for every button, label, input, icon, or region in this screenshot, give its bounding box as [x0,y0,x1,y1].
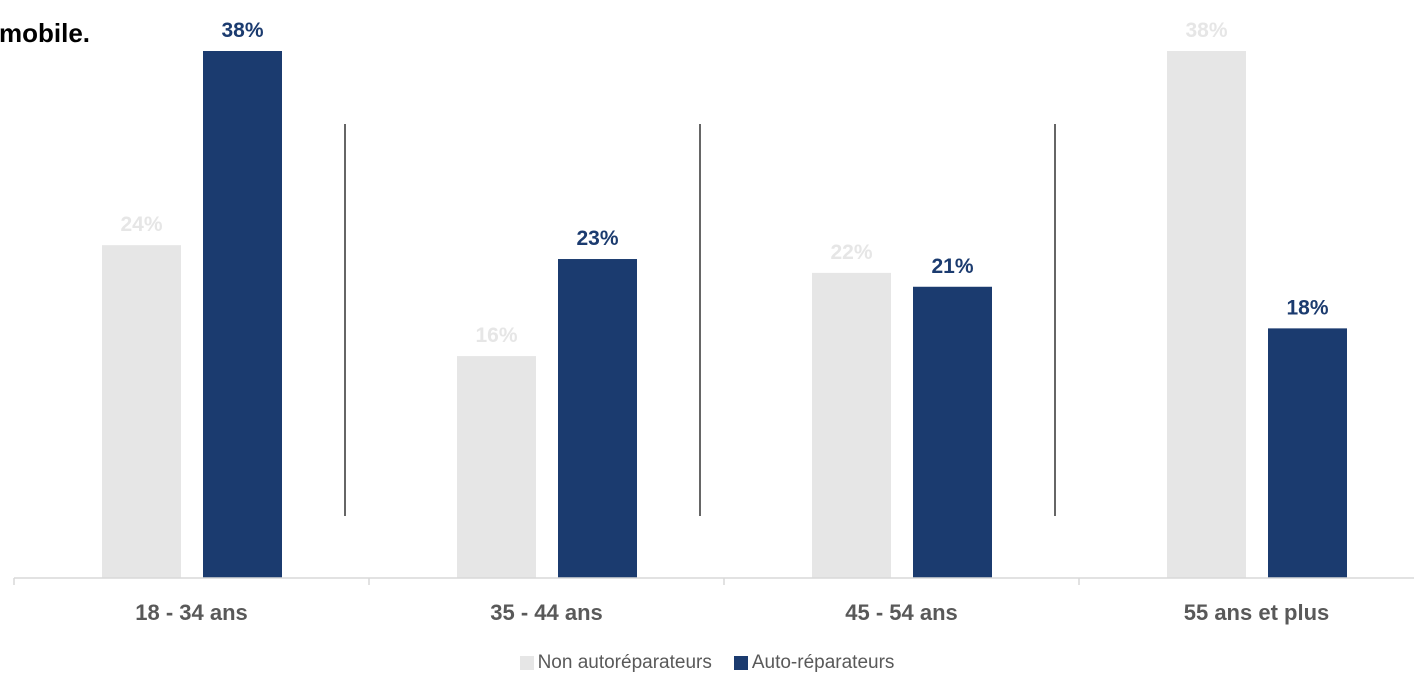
bar-non-autoreparateurs-55-ans-et-plus [1167,51,1246,578]
bar-non-autoreparateurs-18-34-ans [102,245,181,578]
bar-chart: mobile. 24% 38% 16% 23% 22% 21% 38% 18% 18 - 34… [0,18,1414,625]
data-label-auto-reparateurs-45-54-ans: 21% [931,255,973,278]
bar-non-autoreparateurs-35-44-ans [457,356,536,578]
bars-group [102,51,1347,578]
data-label-auto-reparateurs-35-44-ans: 23% [576,227,618,250]
bar-auto-reparateurs-45-54-ans [913,286,992,578]
data-label-non-autoreparateurs-55-ans-et-plus: 38% [1185,19,1227,42]
legend: Non autoréparateurs Auto-réparateurs [0,652,1414,674]
bar-auto-reparateurs-18-34-ans [203,51,282,578]
legend-label-auto-reparateurs: Auto-réparateurs [751,652,895,673]
bar-non-autoreparateurs-45-54-ans [812,272,891,578]
bar-auto-reparateurs-55-ans-et-plus [1268,328,1347,578]
category-label-35-44-ans: 35 - 44 ans [490,600,603,625]
category-label-45-54-ans: 45 - 54 ans [845,600,958,625]
data-labels-group: 24% 38% 16% 23% 22% 21% 38% 18% [120,19,1328,347]
legend-label-non-autoreparateurs: Non autoréparateurs [537,652,712,673]
legend-swatch-auto-reparateurs [733,656,748,670]
legend-swatch-non-autoreparateurs [519,656,534,670]
category-label-18-34-ans: 18 - 34 ans [135,600,248,625]
category-label-55-ans-et-plus: 55 ans et plus [1184,600,1330,625]
data-label-auto-reparateurs-18-34-ans: 38% [221,19,263,42]
bar-auto-reparateurs-35-44-ans [558,259,637,578]
legend-item-auto-reparateurs: Auto-réparateurs [733,652,895,674]
chart-title-fragment: mobile. [0,18,90,48]
data-label-non-autoreparateurs-45-54-ans: 22% [830,241,872,264]
category-labels-group: 18 - 34 ans 35 - 44 ans 45 - 54 ans 55 ans … [135,600,1329,625]
legend-item-non-autoreparateurs: Non autoréparateurs [519,652,712,674]
data-label-auto-reparateurs-55-ans-et-plus: 18% [1286,296,1328,319]
x-axis-ticks [13,578,1080,585]
group-separators [344,124,1056,516]
data-label-non-autoreparateurs-18-34-ans: 24% [120,213,162,236]
data-label-non-autoreparateurs-35-44-ans: 16% [475,324,517,347]
